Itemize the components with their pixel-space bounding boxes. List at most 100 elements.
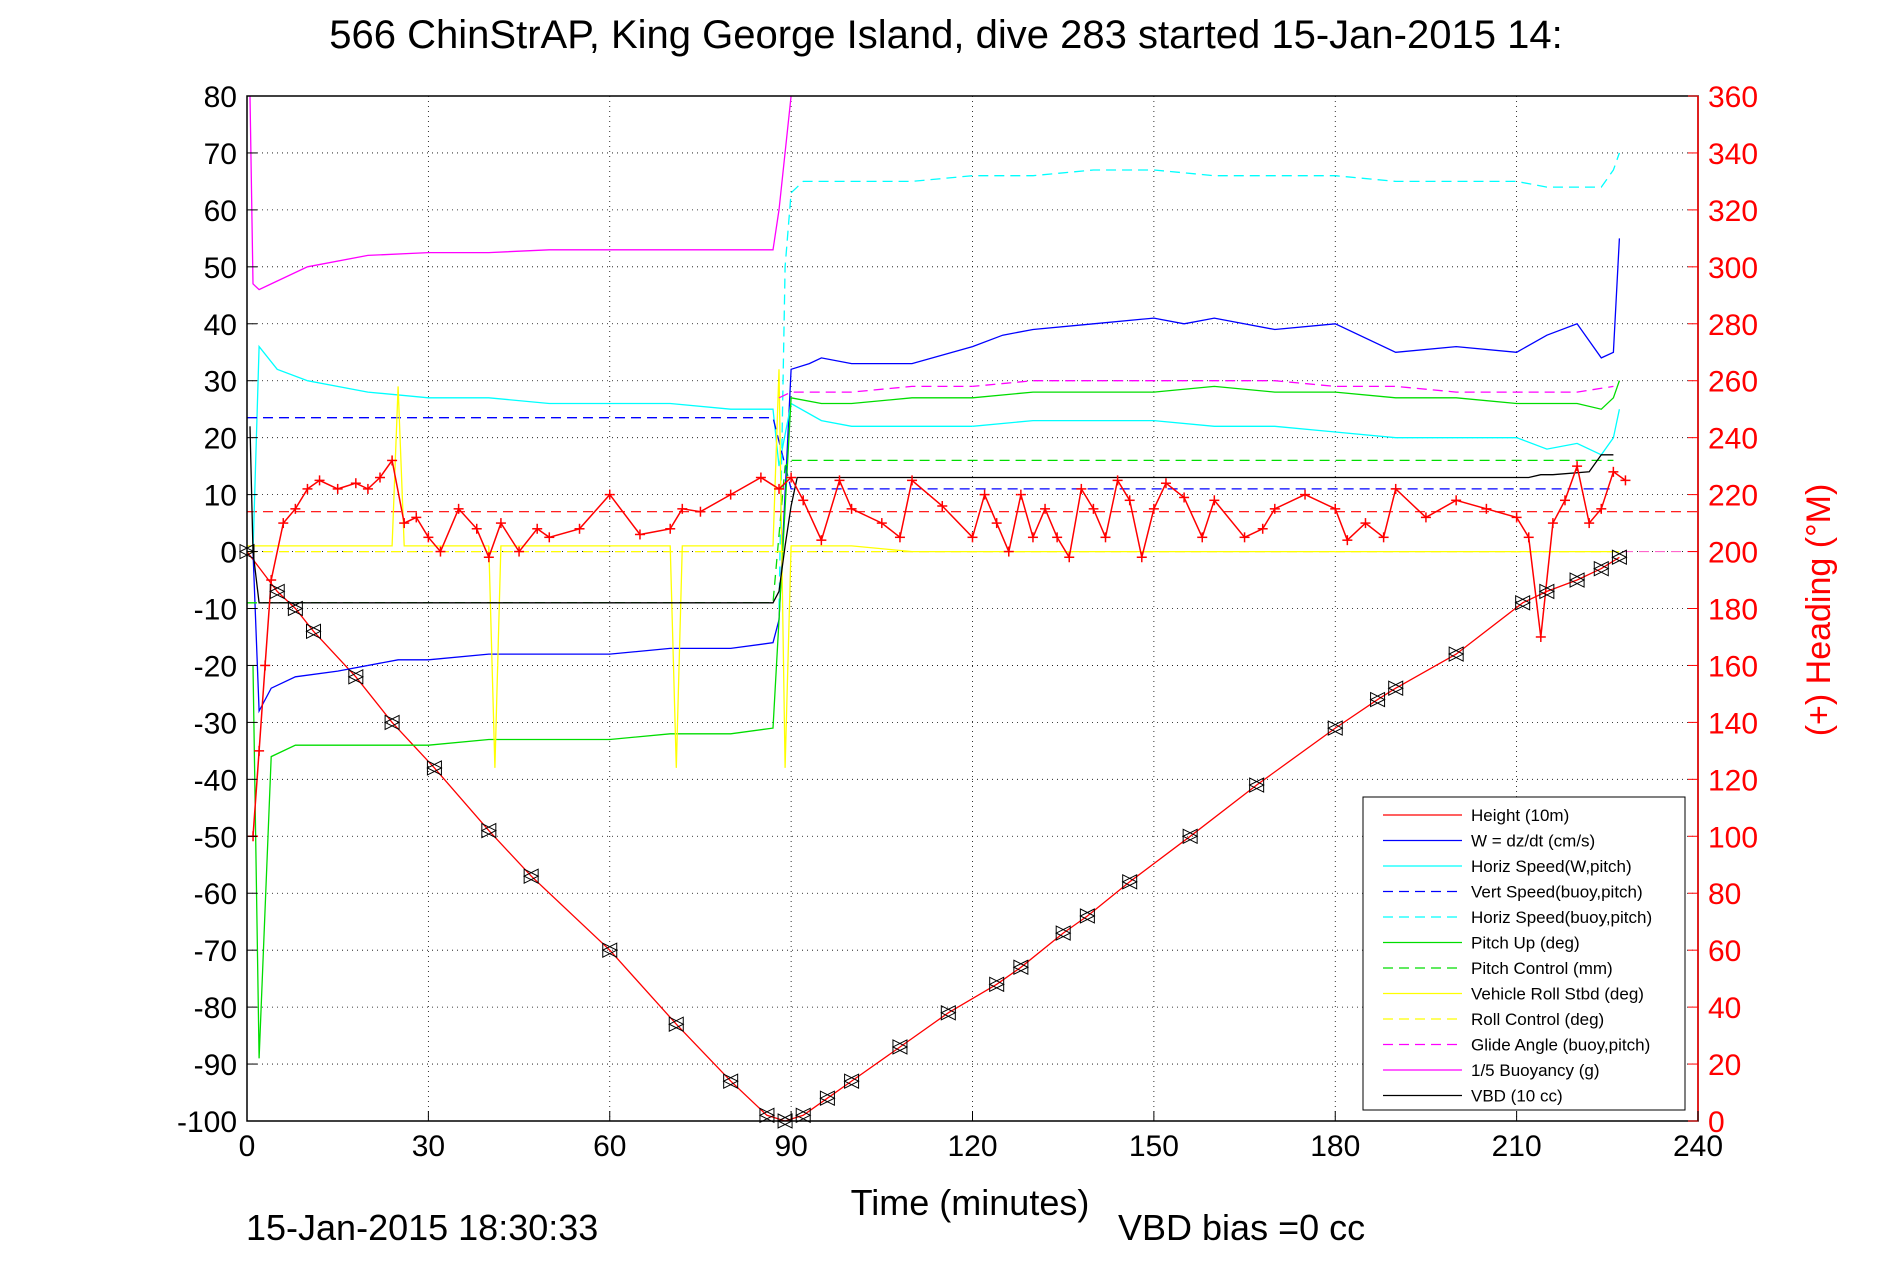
marker-triangle-left xyxy=(1611,549,1627,566)
heading-point xyxy=(1269,503,1280,514)
y-right-tick-label: 60 xyxy=(1708,935,1741,968)
depth-marker xyxy=(1055,925,1072,941)
heading-point xyxy=(774,483,785,494)
legend-label: 1/5 Buoyancy (g) xyxy=(1471,1061,1600,1080)
y-right-tick-label: 300 xyxy=(1708,252,1758,285)
x-tick-label: 210 xyxy=(1492,1130,1542,1163)
heading-point xyxy=(387,455,398,466)
heading-point xyxy=(1511,512,1522,523)
depth-marker xyxy=(383,714,401,731)
legend-label: Vehicle Roll Stbd (deg) xyxy=(1471,985,1644,1004)
marker-triangle-left xyxy=(305,623,322,640)
heading-point xyxy=(574,523,585,534)
marker-triangle-left xyxy=(480,822,497,839)
marker-triangle-left xyxy=(795,1107,811,1124)
heading-point xyxy=(411,512,422,523)
depth-marker xyxy=(795,1107,812,1124)
heading-point xyxy=(1015,489,1026,500)
series-line-vert-speed-buoy-pitch xyxy=(247,417,1614,490)
heading-point xyxy=(278,518,289,529)
depth-marker xyxy=(601,942,618,958)
marker-triangle-left xyxy=(601,942,618,958)
footer-timestamp: 15-Jan-2015 18:30:33 xyxy=(246,1207,598,1248)
series-line-vbd-10-cc xyxy=(249,426,1614,604)
marker-triangle-left xyxy=(1055,925,1071,941)
heading-point xyxy=(1257,523,1268,534)
depth-marker xyxy=(426,760,443,776)
depth-marker xyxy=(1538,583,1555,600)
marker-triangle-left xyxy=(1327,720,1343,736)
heading-point xyxy=(967,532,978,543)
y-tick-label: -20 xyxy=(194,650,237,683)
heading-point xyxy=(677,503,688,514)
y-tick-label: -100 xyxy=(177,1106,237,1139)
heading-point xyxy=(399,518,410,529)
heading-point xyxy=(834,475,845,486)
heading-point xyxy=(695,506,706,517)
depth-marker xyxy=(1448,646,1465,662)
heading-point xyxy=(1239,532,1250,543)
heading-point xyxy=(979,489,990,500)
heading-point xyxy=(471,523,482,534)
depth-marker xyxy=(758,1107,776,1124)
heading-point xyxy=(725,489,736,500)
marker-triangle-left xyxy=(819,1090,835,1107)
heading-point xyxy=(302,483,313,494)
depth-marker xyxy=(1369,691,1386,708)
legend-label: Horiz Speed(W,pitch) xyxy=(1471,857,1632,876)
x-tick-label: 240 xyxy=(1673,1130,1723,1163)
depth-marker xyxy=(1248,777,1265,793)
y-tick-label: -50 xyxy=(194,821,237,854)
depth-marker xyxy=(1327,720,1344,736)
legend-label: Pitch Up (deg) xyxy=(1471,934,1580,953)
y-tick-label: 10 xyxy=(204,480,237,513)
y-tick-label: 60 xyxy=(204,195,237,228)
heading-markers xyxy=(248,455,1631,842)
legend-label: Height (10m) xyxy=(1471,806,1569,825)
y-tick-label: -80 xyxy=(194,992,237,1025)
series-line-w-dz-dt-cm-s xyxy=(252,238,1621,714)
x-tick-label: 0 xyxy=(239,1130,256,1163)
legend-label: Glide Angle (buoy,pitch) xyxy=(1471,1036,1650,1055)
y-right-tick-label: 220 xyxy=(1708,480,1758,513)
heading-point xyxy=(1179,492,1190,503)
marker-triangle-right xyxy=(1611,549,1628,566)
depth-marker xyxy=(347,669,364,685)
x-tick-label: 150 xyxy=(1129,1130,1179,1163)
y-right-tick-label: 360 xyxy=(1708,81,1758,114)
depth-marker xyxy=(722,1073,739,1089)
depth-marker xyxy=(891,1039,909,1055)
heading-point xyxy=(1572,461,1583,472)
depth-markers xyxy=(238,543,1628,1129)
legend-label: Vert Speed(buoy,pitch) xyxy=(1471,883,1643,902)
y-right-tick-label: 160 xyxy=(1708,650,1758,683)
depth-marker xyxy=(1121,874,1138,890)
depth-marker xyxy=(819,1090,836,1107)
legend: Height (10m) W = dz/dt (cm/s) Horiz Speed(… xyxy=(1362,796,1686,1111)
legend-label: Roll Control (deg) xyxy=(1471,1010,1604,1029)
x-tick-label: 30 xyxy=(412,1130,445,1163)
heading-point xyxy=(665,523,676,534)
y-tick-label: 0 xyxy=(220,537,237,570)
heading-point xyxy=(1160,478,1171,489)
legend-label: W = dz/dt (cm/s) xyxy=(1471,832,1595,851)
heading-point xyxy=(483,552,494,563)
heading-point xyxy=(1064,552,1075,563)
legend-label: Horiz Speed(buoy,pitch) xyxy=(1471,908,1652,927)
heading-point xyxy=(1040,503,1051,514)
heading-point xyxy=(937,501,948,511)
marker-triangle-left xyxy=(668,1016,684,1033)
y-tick-label: 30 xyxy=(204,366,237,399)
series-line-glide-angle-buoy-pitch xyxy=(778,380,1614,399)
heading-point xyxy=(1547,518,1558,529)
heading-point xyxy=(816,535,827,546)
heading-point xyxy=(290,503,301,514)
marker-triangle-left xyxy=(1012,959,1029,976)
heading-point xyxy=(423,532,434,543)
x-axis-label: Time (minutes) xyxy=(851,1182,1090,1223)
y-right-tick-label: 140 xyxy=(1708,707,1758,740)
depth-marker xyxy=(269,583,286,600)
y-right-tick-label: 80 xyxy=(1708,878,1741,911)
heading-point xyxy=(314,475,325,486)
